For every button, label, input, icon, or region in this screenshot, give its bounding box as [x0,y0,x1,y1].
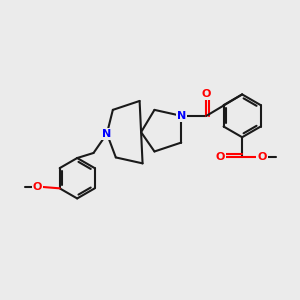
Text: N: N [177,111,186,121]
Text: O: O [33,182,42,192]
Text: O: O [202,89,211,99]
Text: O: O [216,152,225,161]
Text: O: O [257,152,267,161]
Text: N: N [102,129,112,139]
